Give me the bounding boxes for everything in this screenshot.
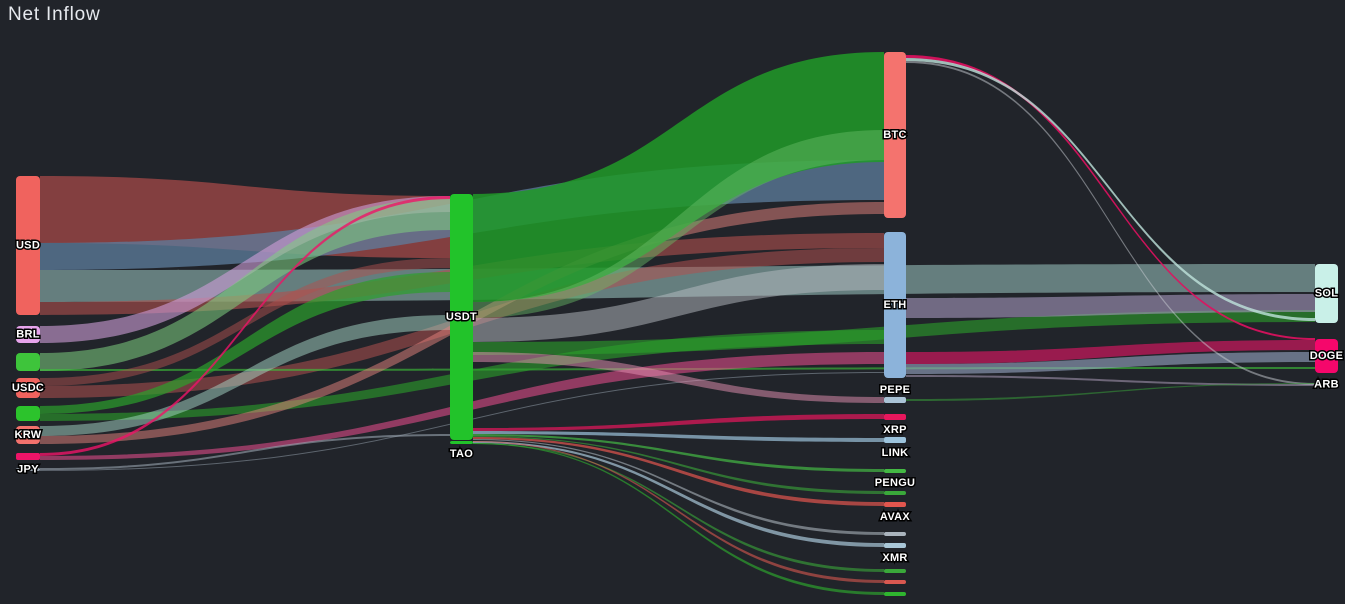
node-label-ARB: ARB (1314, 378, 1339, 390)
node-label-XMR: XMR (882, 552, 907, 564)
link-USDT-XRP (473, 414, 884, 431)
link-USDT-UGY (473, 439, 884, 535)
node-label-JPY: JPY (17, 463, 39, 475)
link-USDT-PENGU (473, 434, 884, 472)
node-label-PENGU: PENGU (875, 477, 916, 489)
link-ETH-DOGE (906, 340, 1315, 364)
sankey-links-layer (40, 52, 1315, 595)
node-label-PEPE: PEPE (880, 384, 911, 396)
node-AVAX[interactable] (884, 502, 906, 507)
link-USDT-BTC (473, 130, 884, 318)
link-USDT-BTC (473, 52, 884, 302)
node-ETH[interactable] (884, 232, 906, 378)
node-SOL[interactable] (1315, 264, 1338, 323)
node-USDC[interactable] (16, 378, 40, 398)
link-JPY-USDT (40, 434, 450, 470)
link-ETH-SOL (906, 294, 1315, 318)
node-KRW[interactable] (16, 426, 40, 444)
node-label-KRW: KRW (15, 429, 42, 441)
link-USDT-UG1 (473, 436, 884, 494)
node-GRNA[interactable] (16, 353, 40, 371)
node-PENGU[interactable] (884, 469, 906, 473)
node-USDT[interactable] (450, 194, 473, 440)
link-TAO-UG3 (473, 443, 884, 595)
link-USDT-AVAX (473, 437, 884, 506)
node-label-USDC: USDC (12, 382, 44, 394)
link-USDT-ETH (473, 264, 884, 342)
node-label-LINK: LINK (882, 447, 909, 459)
node-label-TAO: TAO (450, 448, 473, 460)
node-label-ETH: ETH (884, 299, 907, 311)
page-title: Net Inflow (8, 4, 101, 25)
link-KRW-USDT (40, 315, 450, 436)
link-ETH-DOGE (906, 352, 1315, 374)
node-label-AVAX: AVAX (880, 511, 910, 523)
link-TAO-URD (473, 441, 884, 583)
node-label-SOL: SOL (1315, 287, 1339, 299)
node-LINK[interactable] (884, 437, 906, 443)
node-BTC[interactable] (884, 52, 906, 218)
node-label-BTC: BTC (883, 129, 907, 141)
link-BTC-SOL (906, 58, 1315, 321)
link-ETH-ARB (906, 375, 1315, 386)
node-label-USDT: USDT (446, 311, 477, 323)
link-USDT-PEPE (473, 352, 884, 403)
sankey-labels-layer: USD BRL USDC KRW JPY USDT TAO BTC ETH PEPE XRP LINK… (10, 127, 1344, 565)
node-DOGE[interactable] (1315, 339, 1338, 373)
link-USDC-USDT (40, 258, 450, 386)
node-label-USD: USD (16, 239, 40, 251)
node-UG2[interactable] (884, 569, 906, 573)
node-XMR[interactable] (884, 543, 906, 548)
node-ARB[interactable] (1315, 383, 1338, 386)
node-PEPE[interactable] (884, 397, 906, 403)
node-PNK[interactable] (16, 453, 40, 460)
link-TAO-UG2 (473, 443, 884, 572)
node-label-DOGE: DOGE (1310, 350, 1344, 362)
node-GRNB[interactable] (16, 406, 40, 421)
node-BRL[interactable] (16, 326, 40, 343)
node-UG3[interactable] (884, 592, 906, 596)
link-TAO-XMR (473, 441, 884, 547)
node-USD[interactable] (16, 176, 40, 315)
sankey-nodes-layer (16, 52, 1338, 596)
link-GRNB-USDT (40, 272, 450, 414)
node-label-BRL: BRL (16, 328, 40, 340)
node-label-XRP: XRP (883, 424, 907, 436)
node-XRP[interactable] (884, 414, 906, 420)
link-PNK-USDT (40, 196, 450, 456)
node-TAO[interactable] (450, 441, 473, 444)
link-BTC-ARB (906, 61, 1315, 385)
link-BTC-DOGE (906, 55, 1315, 340)
link-GRNA-USDT (40, 198, 450, 371)
node-UGY[interactable] (884, 532, 906, 536)
node-URD[interactable] (884, 580, 906, 584)
link-PEPE-ARB (906, 383, 1315, 401)
link-BRL-USDT (40, 196, 450, 343)
node-JPY[interactable] (16, 468, 40, 471)
node-UG1[interactable] (884, 491, 906, 495)
link-USDT-LINK (473, 431, 884, 442)
